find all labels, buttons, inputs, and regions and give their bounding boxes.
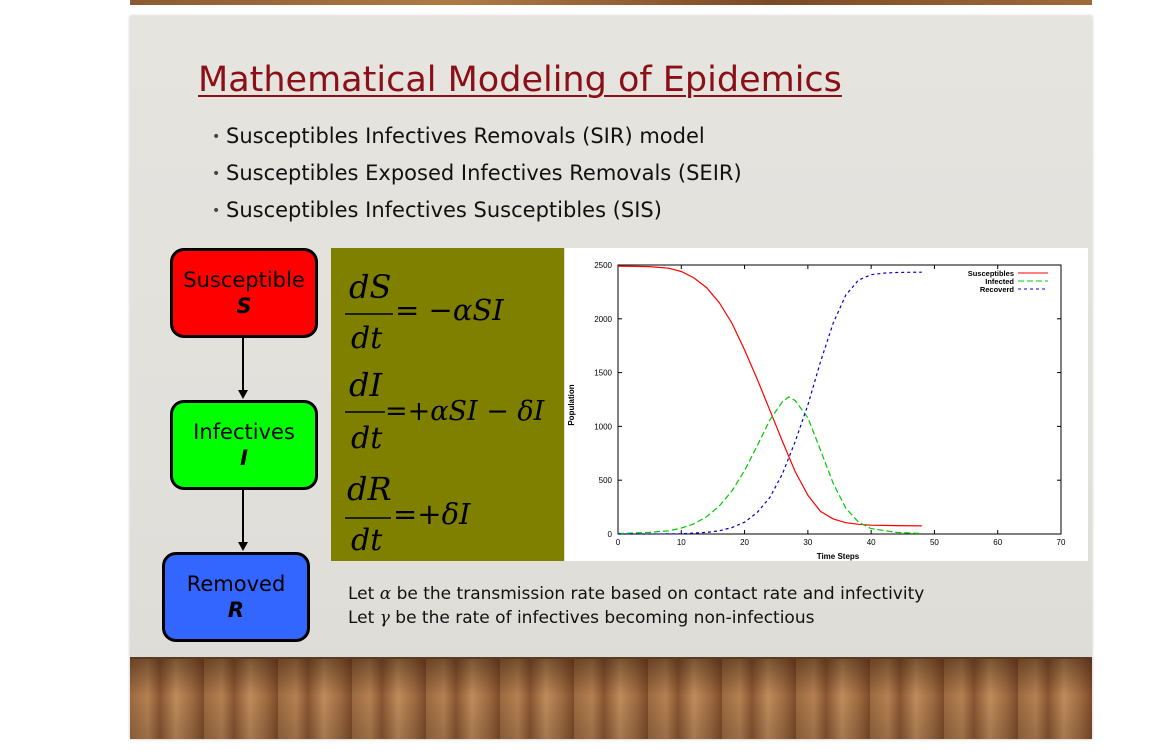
x-tick-label: 10 <box>677 538 686 547</box>
bullet-list: • Susceptibles Infectives Removals (SIR) … <box>212 118 742 229</box>
series-line-infected <box>617 396 922 535</box>
sir-chart: 0 10 20 30 40 50 60 70 0 500 1000 1500 2000 2500 Susc… <box>567 261 1066 561</box>
equations-panel: dS dt = −αSI dI dt =+αSI − δI dR dt =+δI <box>331 248 564 561</box>
x-tick-label: 60 <box>993 538 1002 547</box>
arrow-i-to-r <box>242 490 244 542</box>
series-line-susceptibles <box>617 265 922 527</box>
arrow-head-icon <box>238 390 248 399</box>
y-tick-label: 0 <box>608 530 613 539</box>
infectives-symbol: I <box>240 446 248 470</box>
series-line-recoverd <box>618 271 922 535</box>
infectives-label: Infectives <box>193 420 295 444</box>
caption-alpha-prefix: Let <box>348 584 380 604</box>
legend-label: Recoverd <box>980 285 1015 294</box>
bullet-text: Susceptibles Infectives Susceptibles (SI… <box>226 198 662 222</box>
bullet-dot-icon: • <box>212 128 221 145</box>
y-tick-label: 1000 <box>594 422 612 431</box>
bullet-dot-icon: • <box>212 165 221 182</box>
sir-chart-panel: 0 10 20 30 40 50 60 70 0 500 1000 1500 2000 2500 Susc… <box>565 248 1088 561</box>
bullet-dot-icon: • <box>212 202 221 219</box>
alpha-symbol: α <box>379 584 392 604</box>
bullet-item: • Susceptibles Infectives Susceptibles (S… <box>212 192 742 229</box>
x-tick-label: 50 <box>930 538 939 547</box>
caption-gamma: Let γ be the rate of infectives becoming… <box>348 608 814 628</box>
x-tick-label: 40 <box>867 538 876 547</box>
eq1-numerator: dS <box>349 268 391 306</box>
eq1-denominator: dt <box>351 321 383 356</box>
caption-gamma-text: be the rate of infectives becoming non-i… <box>389 608 815 628</box>
equations-svg: dS dt = −αSI dI dt =+αSI − δI dR dt =+δI <box>345 268 546 558</box>
caption-gamma-prefix: Let <box>348 608 380 628</box>
caption-alpha: Let α be the transmission rate based on … <box>348 584 924 604</box>
chart-y-axis-label: Population <box>567 384 576 425</box>
eq3-rhs: =+δI <box>393 497 471 531</box>
y-tick-label: 500 <box>599 476 613 485</box>
x-tick-label: 20 <box>740 538 749 547</box>
eq3-denominator: dt <box>351 523 383 558</box>
arrow-s-to-i <box>242 338 244 390</box>
x-tick-label: 0 <box>616 538 621 547</box>
eq2-numerator: dI <box>349 366 383 404</box>
slide-title: Mathematical Modeling of Epidemics <box>198 60 842 100</box>
susceptible-symbol: S <box>236 294 252 318</box>
arrow-head-icon <box>238 542 248 551</box>
eq2-rhs: =+αSI − δI <box>385 396 546 427</box>
legend-label: Infected <box>985 277 1014 286</box>
legend-label: Susceptibles <box>968 269 1014 278</box>
eq3-numerator: dR <box>347 470 392 508</box>
removed-label: Removed <box>186 572 286 596</box>
caption-alpha-text: be the transmission rate based on contac… <box>391 584 925 604</box>
x-tick-label: 30 <box>803 538 812 547</box>
eq2-denominator: dt <box>351 421 383 456</box>
x-tick-label: 70 <box>1057 538 1066 547</box>
gamma-symbol: γ <box>379 608 390 628</box>
bullet-item: • Susceptibles Exposed Infectives Removal… <box>212 155 742 192</box>
removed-symbol: R <box>227 598 245 622</box>
bullet-text: Susceptibles Exposed Infectives Removals… <box>226 161 742 185</box>
floor-shade <box>130 659 1092 739</box>
top-wood-strip <box>130 0 1092 5</box>
slide: Mathematical Modeling of Epidemics • Susc… <box>130 16 1092 739</box>
bullet-item: • Susceptibles Infectives Removals (SIR) … <box>212 118 742 155</box>
susceptible-box: Susceptible S <box>170 248 318 338</box>
y-tick-label: 1500 <box>594 369 612 378</box>
bullet-text: Susceptibles Infectives Removals (SIR) m… <box>226 124 705 148</box>
chart-plot-frame <box>617 264 1062 535</box>
y-tick-label: 2500 <box>594 261 612 270</box>
infectives-box: Infectives I <box>170 400 318 490</box>
susceptible-label: Susceptible <box>183 268 305 292</box>
removed-box: Removed R <box>162 552 310 642</box>
chart-x-axis-label: Time Steps <box>817 552 860 561</box>
eq1-rhs: = −αSI <box>395 293 504 327</box>
y-tick-label: 2000 <box>594 315 612 324</box>
wood-floor-decoration <box>130 657 1092 739</box>
